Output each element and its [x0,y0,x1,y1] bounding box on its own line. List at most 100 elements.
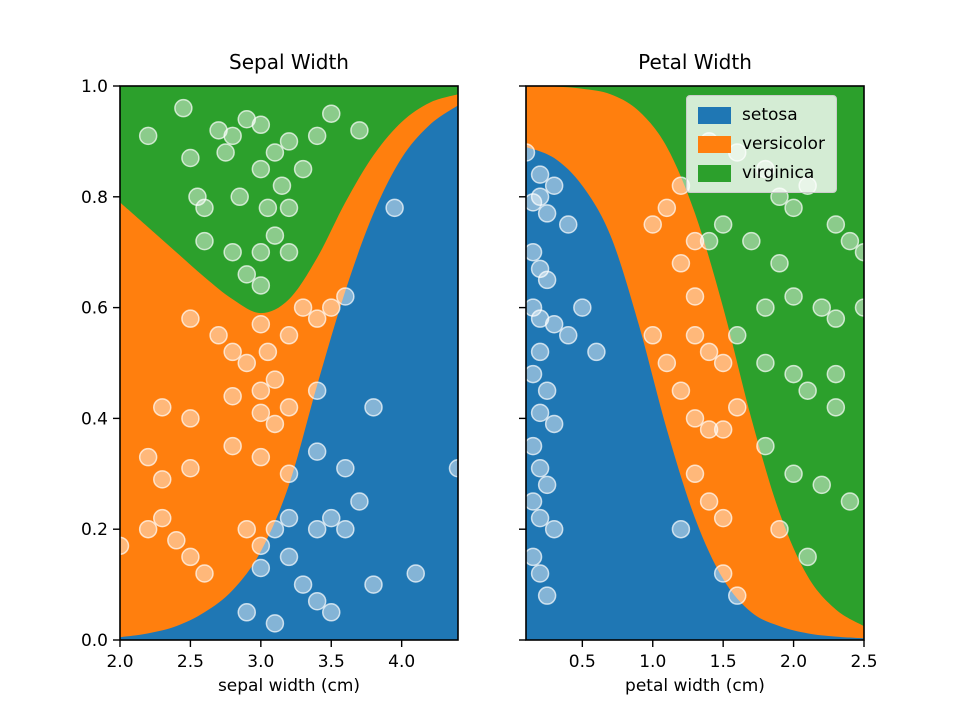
scatter-point [526,242,543,262]
subplot-title-petal-width: Petal Width [638,50,752,74]
scatter-point [251,536,271,556]
scatter-point [322,508,341,528]
scatter-point [699,420,719,439]
scatter-point [530,403,550,423]
scatter-point [195,564,214,583]
scatter-point [153,508,172,528]
scatter-point [307,442,327,461]
scatter-point [756,353,775,373]
scatter-point [544,519,564,539]
scatter-point [265,143,285,162]
scatter-point [537,475,557,495]
scatter-point [448,459,458,478]
scatter-point [265,614,285,633]
scatter-point [854,242,864,262]
scatter-point [685,287,705,306]
scatter-point [237,265,256,284]
scatter-point [537,586,557,605]
scatter-point [265,370,285,389]
scatter-point [526,492,543,511]
scatter-point [307,519,327,539]
scatter-point [537,270,557,290]
plot-area-0 [120,86,458,640]
legend-label-versicolor: versicolor [742,134,825,154]
scatter-point [209,326,228,345]
scatter-point [826,398,846,417]
scatter-point [307,381,327,400]
x-axis-label-petal: petal width (cm) [625,676,765,696]
scatter-point [713,508,733,528]
scatter-point [798,381,817,400]
scatter-point [237,519,256,539]
x-tick-label: 1.5 [710,652,737,672]
scatter-point [350,492,369,511]
scatter-point [279,464,299,484]
scatter-point [174,98,193,118]
x-tick-label: 3.0 [247,652,274,672]
scatter-point [770,519,789,539]
scatter-point [223,242,242,262]
scatter-point [840,231,860,251]
scatter-point [279,398,299,417]
scatter-point [153,470,172,489]
x-tick-label: 2.0 [106,652,133,672]
scatter-point [643,215,662,234]
scatter-point [526,364,543,384]
scatter-point [265,519,285,539]
legend-swatch-versicolor [698,135,731,153]
scatter-point [251,558,271,578]
legend-item-virginica: virginica [698,162,825,184]
scatter-point [258,198,278,218]
scatter-point [685,231,705,251]
scatter-point [643,326,662,345]
y-tick-label: 0.8 [81,188,108,208]
scatter-point [364,398,383,417]
scatter-point [293,159,313,179]
scatter-point [120,536,130,556]
scatter-point [307,591,327,611]
scatter-point [188,187,207,207]
legend: setosa versicolor virginica [686,95,837,193]
scatter-point [181,148,200,168]
scatter-point [685,409,705,428]
axes-frame-0 [119,85,459,641]
x-tick-label: 1.0 [639,652,666,672]
scatter-point [258,342,278,362]
scatter-point [840,492,860,511]
scatter-point [237,353,256,373]
scatter-point [728,326,747,345]
scatter-point [293,575,313,594]
scatter-point [251,447,271,467]
scatter-point [181,547,200,567]
scatter-point [544,176,564,195]
scatter-point [854,298,864,317]
scatter-point [223,386,242,406]
scatter-point [138,447,158,467]
scatter-point [798,547,817,567]
scatter-point [336,519,355,539]
scatter-point [216,143,235,162]
scatter-point [265,226,285,245]
scatter-point [573,298,592,317]
region-setosa [526,146,864,640]
scatter-point [223,342,242,362]
scatter-point [322,603,341,622]
scatter-point [279,508,299,528]
subplot-title-sepal-width: Sepal Width [229,50,349,74]
y-tick-label: 0.4 [81,409,108,429]
scatter-point [671,254,691,273]
axes-frame-1 [525,85,865,641]
scatter-point [537,204,557,223]
scatter-point [812,298,831,317]
scatter-point [826,309,846,328]
scatter-point [279,326,299,345]
scatter-point [685,464,705,484]
scatter-point [713,564,733,583]
scatter-point [364,575,383,594]
y-tick-label: 1.0 [81,77,108,97]
scatter-point [713,420,733,439]
scatter-point [138,126,158,146]
scatter-point [587,342,606,362]
region-setosa [120,105,458,640]
